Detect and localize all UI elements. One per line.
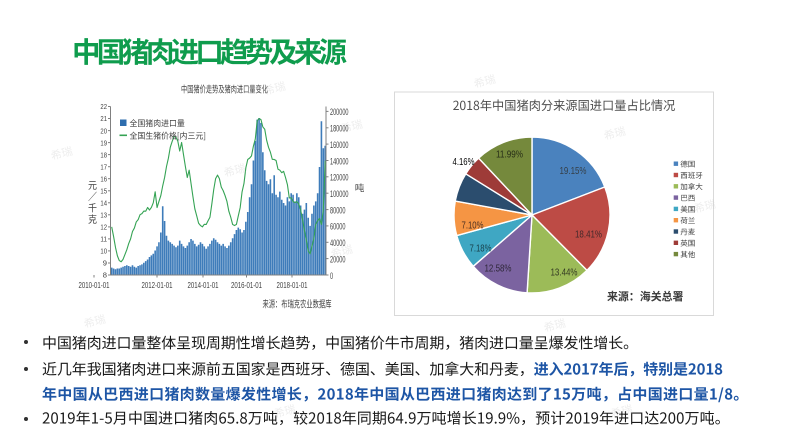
svg-text:11.99%: 11.99% (496, 149, 523, 161)
svg-text:18.41%: 18.41% (575, 229, 602, 241)
svg-text:2018-01-01: 2018-01-01 (277, 280, 308, 290)
svg-text:10: 10 (100, 247, 107, 256)
svg-text:60000: 60000 (330, 222, 346, 232)
svg-text:160000: 160000 (330, 140, 349, 150)
svg-text:13: 13 (100, 211, 107, 220)
svg-text:12: 12 (100, 223, 107, 232)
svg-text:40000: 40000 (330, 238, 346, 248)
svg-text:13.44%: 13.44% (551, 267, 578, 279)
svg-text:0: 0 (330, 271, 333, 281)
svg-text:15: 15 (100, 186, 107, 195)
svg-text:7.10%: 7.10% (462, 220, 484, 232)
svg-text:18: 18 (100, 150, 107, 159)
svg-text:19: 19 (100, 138, 107, 147)
svg-text:140000: 140000 (330, 156, 349, 166)
svg-text:11: 11 (100, 235, 107, 244)
svg-text:12.58%: 12.58% (485, 263, 512, 275)
svg-text:9: 9 (103, 259, 107, 268)
svg-text:21: 21 (100, 114, 107, 123)
svg-text:14: 14 (100, 198, 107, 207)
svg-text:4.16%: 4.16% (453, 156, 475, 168)
svg-text:200000: 200000 (330, 107, 349, 117)
svg-text:19.15%: 19.15% (560, 165, 587, 177)
svg-text:2012-01-01: 2012-01-01 (142, 280, 173, 290)
svg-text:17: 17 (100, 162, 107, 171)
svg-text:180000: 180000 (330, 124, 349, 134)
svg-text:80000: 80000 (330, 205, 346, 215)
svg-text:100000: 100000 (330, 189, 349, 199)
svg-text:120000: 120000 (330, 173, 349, 183)
svg-text:20: 20 (100, 126, 107, 135)
svg-text:7.18%: 7.18% (470, 243, 492, 255)
svg-text:20000: 20000 (330, 254, 346, 264)
svg-text:2010-01-01: 2010-01-01 (79, 280, 110, 290)
svg-text:22: 22 (100, 102, 107, 111)
svg-text:8: 8 (103, 271, 107, 280)
svg-text:16: 16 (100, 174, 107, 183)
svg-text:2014-01-01: 2014-01-01 (188, 280, 219, 290)
svg-text:2016-01-01: 2016-01-01 (231, 280, 262, 290)
